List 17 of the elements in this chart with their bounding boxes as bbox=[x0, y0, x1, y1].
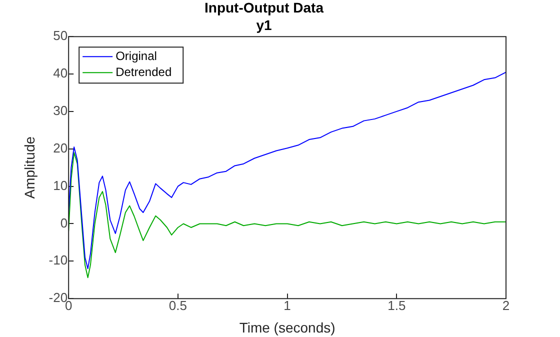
chart-title: Input-Output Data bbox=[204, 0, 324, 16]
x-axis-title: Time (seconds) bbox=[239, 319, 336, 336]
legend-label: Original bbox=[116, 48, 157, 63]
x-tick-label: 2 bbox=[502, 298, 510, 313]
y-tick-label: 40 bbox=[53, 66, 68, 81]
x-tick-label: 0.5 bbox=[168, 298, 187, 313]
legend-label: Detrended bbox=[116, 64, 172, 79]
y-axis-title: Amplitude bbox=[21, 136, 38, 199]
y-tick-label: 20 bbox=[53, 140, 68, 156]
y-tick-label: 50 bbox=[53, 28, 68, 44]
y-tick-label: 30 bbox=[53, 103, 68, 118]
x-tick-label: 1 bbox=[284, 298, 291, 313]
x-tick-label: 1.5 bbox=[388, 298, 406, 313]
chart-subtitle: y1 bbox=[256, 17, 272, 34]
y-tick-label: -10 bbox=[48, 252, 68, 268]
y-tick-label: 0 bbox=[60, 215, 68, 230]
y-tick-label: 10 bbox=[53, 178, 68, 193]
